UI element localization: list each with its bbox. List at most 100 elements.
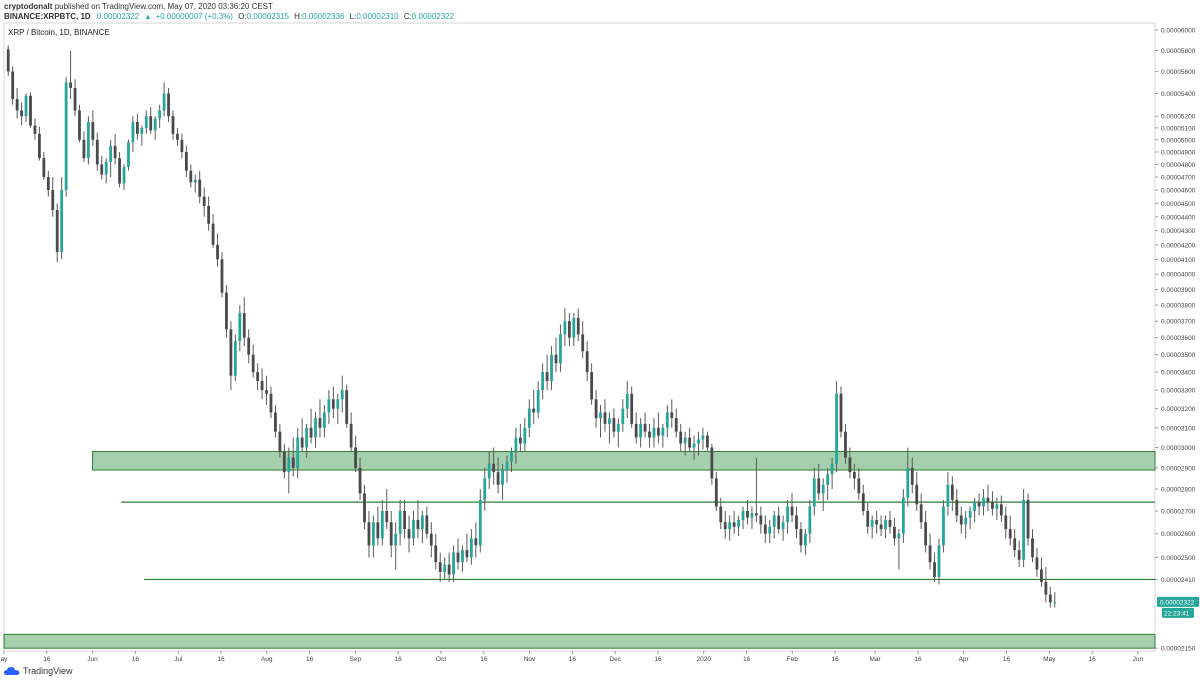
candle-body — [1004, 515, 1008, 530]
price-tick-label: 0.00002150 — [1161, 646, 1196, 653]
candle-body — [665, 412, 669, 428]
candle-body — [487, 463, 491, 479]
candle-body — [1026, 499, 1030, 539]
time-tick-label: 16 — [132, 656, 140, 663]
lines-layer — [121, 501, 1155, 581]
candle-body — [572, 317, 576, 338]
candle-body — [991, 502, 994, 509]
candle-body — [955, 499, 959, 516]
time-tick-label: 16 — [1003, 656, 1011, 663]
candle-body — [456, 552, 460, 563]
candle-body — [541, 372, 545, 391]
candle-body — [55, 210, 59, 253]
candle-body — [906, 467, 910, 498]
author-name[interactable]: cryptodonalt — [4, 2, 53, 11]
time-tick-label: Nov — [524, 656, 536, 663]
candle-body — [523, 427, 527, 444]
candle-body — [340, 390, 344, 400]
price-tick-label: 0.00005200 — [1161, 114, 1196, 121]
candle-body — [652, 427, 656, 438]
candle-body — [933, 562, 936, 577]
candle-body — [162, 93, 166, 111]
time-tick-label: Mar — [870, 656, 882, 663]
candle-body — [11, 71, 15, 100]
candle-body — [777, 515, 781, 530]
candle-body — [732, 522, 736, 527]
candle-body — [398, 510, 402, 534]
candle-body — [741, 510, 745, 520]
candle-body — [590, 372, 594, 400]
time-axis[interactable]: ay 16 Jun 16 Jul 16 Aug 16 Sep 16 Oct 16 Nov 16 Dec 16 2… — [1, 651, 1144, 663]
candle-body — [959, 515, 963, 525]
candle-body — [563, 321, 567, 335]
candle-body — [474, 538, 478, 546]
publish-text: published on TradingView.com, May 07, 20… — [54, 2, 273, 11]
candle-body — [95, 139, 99, 165]
time-tick-label: Dec — [609, 656, 621, 663]
candle-body — [750, 513, 754, 518]
price-tick-label: 0.00002900 — [1161, 465, 1196, 472]
candle-body — [416, 519, 420, 530]
candle-body — [29, 95, 32, 126]
high-label: H: — [294, 12, 303, 21]
candle-body — [327, 399, 331, 413]
open-label: O: — [238, 12, 247, 21]
candle-body — [265, 390, 268, 394]
price-tick-label: 0.00004600 — [1161, 188, 1196, 195]
candle-body — [946, 484, 950, 507]
candle-body — [127, 142, 130, 167]
candle-body — [1035, 557, 1039, 570]
candle-body — [679, 431, 683, 444]
candle-body — [438, 562, 442, 572]
candle-body — [879, 524, 883, 530]
price-tick-label: 0.00002500 — [1161, 555, 1196, 562]
candle-body — [122, 166, 126, 184]
candle-body — [149, 116, 153, 131]
candle-body — [937, 545, 941, 577]
time-tick-label: Apr — [959, 656, 970, 663]
candle-body — [376, 522, 380, 539]
price-tick-label: 0.00003300 — [1161, 388, 1196, 395]
price-tick-label: 0.00005600 — [1161, 69, 1196, 76]
candle-body — [812, 478, 816, 507]
change-arrow-icon: ▲ — [144, 14, 152, 21]
candle-body — [585, 351, 589, 373]
candle-body — [505, 461, 509, 471]
candle-body — [269, 393, 273, 413]
price-tick-label: 0.00003400 — [1161, 370, 1196, 377]
price-tick-label: 0.00004500 — [1161, 201, 1196, 208]
candle-body — [309, 427, 313, 438]
price-axis[interactable]: 0.00006000 0.00005800 0.00005600 0.00005400… — [1155, 27, 1196, 653]
price-tick-label: 0.00002800 — [1161, 487, 1196, 494]
candle-body — [706, 435, 709, 448]
price-tags: 0.00002322 22:23:41 — [1157, 596, 1199, 618]
candle-body — [986, 497, 990, 503]
candle-body — [282, 451, 286, 473]
candle-body — [603, 412, 607, 424]
candle-body — [46, 177, 50, 191]
candle-body — [287, 457, 291, 473]
brand-label: TradingView — [23, 666, 73, 676]
candle-body — [425, 515, 429, 534]
candle-body — [434, 545, 438, 563]
candle-body — [754, 513, 758, 516]
candle-body — [20, 110, 23, 117]
candle-body — [657, 427, 660, 436]
candle-body — [1022, 499, 1025, 560]
candle-body — [701, 435, 705, 440]
candle-body — [1013, 538, 1017, 551]
time-tick-label: Jul — [174, 656, 183, 663]
candles-layer — [6, 45, 1057, 608]
candle-body — [786, 506, 789, 523]
price-tick-label: 0.00002700 — [1161, 508, 1196, 515]
tradingview-brand[interactable]: TradingView — [4, 666, 73, 676]
candle-body — [897, 533, 901, 539]
candle-body — [968, 510, 972, 518]
candle-body — [207, 205, 211, 224]
candle-body — [746, 510, 749, 518]
candle-body — [91, 122, 95, 140]
price-tick-label: 0.00004300 — [1161, 228, 1196, 235]
candle-body — [616, 423, 620, 432]
candle-body — [910, 467, 914, 485]
